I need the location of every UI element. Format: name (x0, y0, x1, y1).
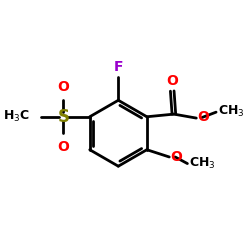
Text: F: F (114, 60, 123, 74)
Text: O: O (58, 140, 69, 154)
Text: O: O (166, 74, 178, 88)
Text: CH$_3$: CH$_3$ (189, 156, 216, 171)
Text: O: O (198, 110, 209, 124)
Text: O: O (58, 80, 69, 94)
Text: CH$_3$: CH$_3$ (218, 104, 245, 119)
Text: O: O (170, 150, 182, 164)
Text: S: S (58, 108, 70, 126)
Text: H$_3$C: H$_3$C (3, 108, 30, 124)
